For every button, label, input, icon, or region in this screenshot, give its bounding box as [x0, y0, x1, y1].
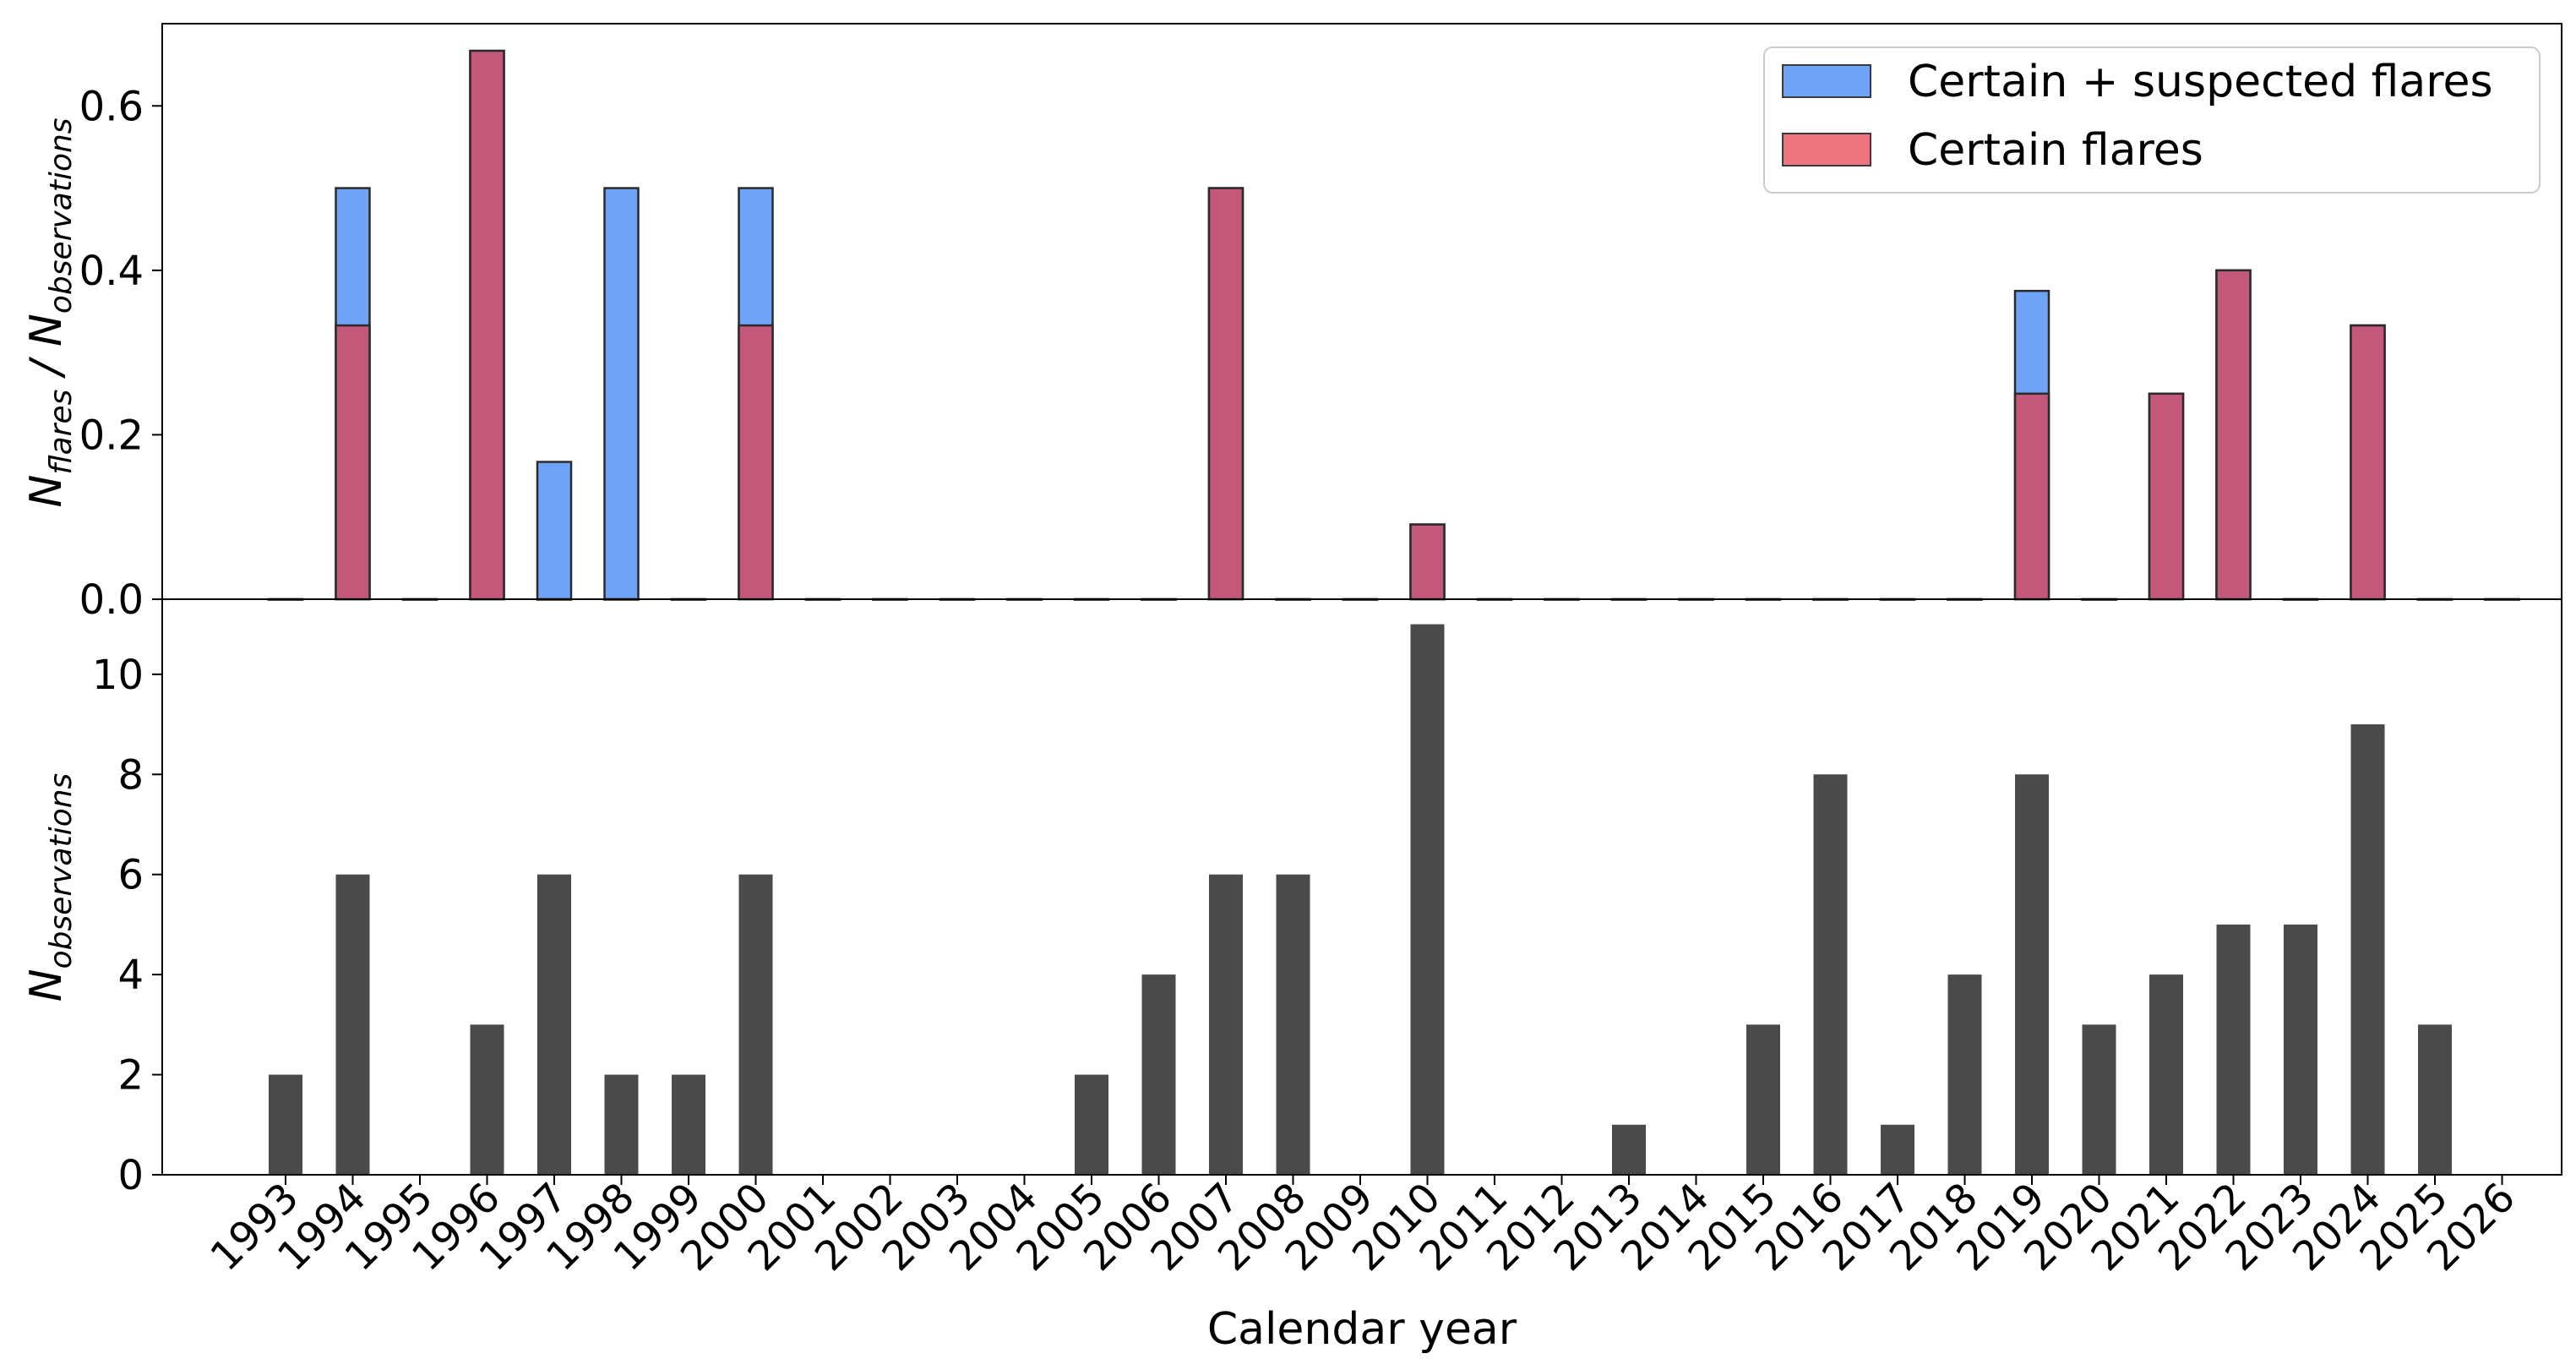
- bar-certain-2021: [2148, 392, 2185, 601]
- legend: Certain + suspected flares Certain flare…: [1763, 46, 2541, 194]
- top-y-ticks: 0.0 0.2 0.4 0.6: [79, 83, 162, 624]
- bar-observations-2016: [1813, 774, 1848, 1175]
- top-ylabel-sub1: flares: [44, 390, 79, 475]
- x-ticks: 1993199419951996199719981999200020012002…: [202, 1174, 2524, 1280]
- bar-observations-2023: [2284, 924, 2317, 1175]
- bar-observations-2000: [738, 874, 773, 1175]
- bottom-y-tick-label: 2: [117, 1052, 144, 1100]
- bar-observations-1993: [269, 1074, 302, 1175]
- bar-certain-2024: [2350, 324, 2386, 601]
- bar-observations-2025: [2418, 1024, 2452, 1175]
- bar-observations-2017: [1881, 1124, 1914, 1175]
- bar-observations-2010: [1410, 624, 1445, 1175]
- bar-certain-2022: [2215, 269, 2252, 601]
- bottom-y-tick-label: 8: [117, 751, 144, 799]
- legend-label-certain: Certain flares: [1908, 125, 2203, 176]
- legend-box: [1763, 46, 2541, 194]
- bar-observations-2005: [1075, 1074, 1108, 1175]
- top-bars: [267, 49, 2520, 601]
- bar-certain-2019: [2013, 392, 2050, 601]
- bar-certain-2010: [1409, 523, 1446, 601]
- top-y-tick-label: 0.4: [79, 248, 144, 295]
- bar-observations-1996: [470, 1024, 504, 1175]
- bar-observations-1998: [604, 1074, 639, 1175]
- legend-swatch-certain: [1782, 133, 1871, 166]
- bar-observations-2019: [2015, 774, 2049, 1175]
- bottom-y-tick-label: 6: [117, 852, 144, 899]
- bar-observations-2013: [1612, 1124, 1646, 1175]
- bottom-y-ticks: 0 2 4 6 8 10: [92, 652, 162, 1199]
- top-y-tick-label: 0.0: [79, 576, 144, 624]
- bar-observations-2008: [1276, 874, 1310, 1175]
- bar-certain-suspected-1998: [603, 187, 640, 601]
- bar-observations-1997: [537, 874, 571, 1175]
- bar-observations-2021: [2149, 974, 2183, 1175]
- legend-swatch-certain-suspected: [1782, 64, 1871, 98]
- bar-observations-2020: [2082, 1024, 2116, 1175]
- bar-observations-2006: [1141, 974, 1176, 1175]
- bottom-bars: [269, 624, 2519, 1176]
- bar-certain-suspected-1997: [536, 461, 573, 601]
- bottom-axes-frame: [161, 598, 2562, 1176]
- bottom-y-axis-label: Nobservations: [21, 773, 79, 1002]
- bar-observations-2022: [2216, 924, 2251, 1175]
- bar-observations-2024: [2350, 724, 2385, 1175]
- top-ylabel-mid: / N: [21, 314, 72, 389]
- top-y-tick-label: 0.6: [79, 83, 144, 130]
- bottom-y-tick-label: 4: [117, 952, 144, 999]
- bar-observations-1994: [335, 874, 370, 1175]
- bar-observations-2015: [1746, 1024, 1780, 1175]
- top-y-axis-label: Nflares / Nobservations: [21, 117, 79, 507]
- top-ylabel-n1: N: [21, 475, 72, 508]
- top-y-tick-label: 0.2: [79, 412, 144, 459]
- x-axis-label: Calendar year: [1207, 1304, 1517, 1355]
- bar-certain-2000: [738, 324, 774, 601]
- top-ylabel-sub2: observations: [44, 117, 79, 314]
- bar-certain-1996: [469, 49, 505, 601]
- bar-observations-2018: [1947, 974, 1982, 1175]
- legend-label-certain-suspected: Certain + suspected flares: [1908, 57, 2493, 107]
- bottom-ylabel-n: N: [21, 969, 72, 1002]
- bottom-y-tick-label: 10: [92, 652, 144, 699]
- bottom-ylabel-sub: observations: [44, 773, 79, 969]
- bottom-panel: 0 2 4 6 8 10: [92, 624, 2519, 1199]
- bottom-y-tick-label: 0: [117, 1152, 144, 1199]
- bar-certain-2007: [1207, 187, 1244, 601]
- bar-observations-1999: [672, 1074, 705, 1175]
- bar-observations-2007: [1209, 874, 1243, 1175]
- bar-certain-1994: [335, 324, 371, 601]
- top-panel: 0.0 0.2 0.4 0.6: [79, 49, 2520, 624]
